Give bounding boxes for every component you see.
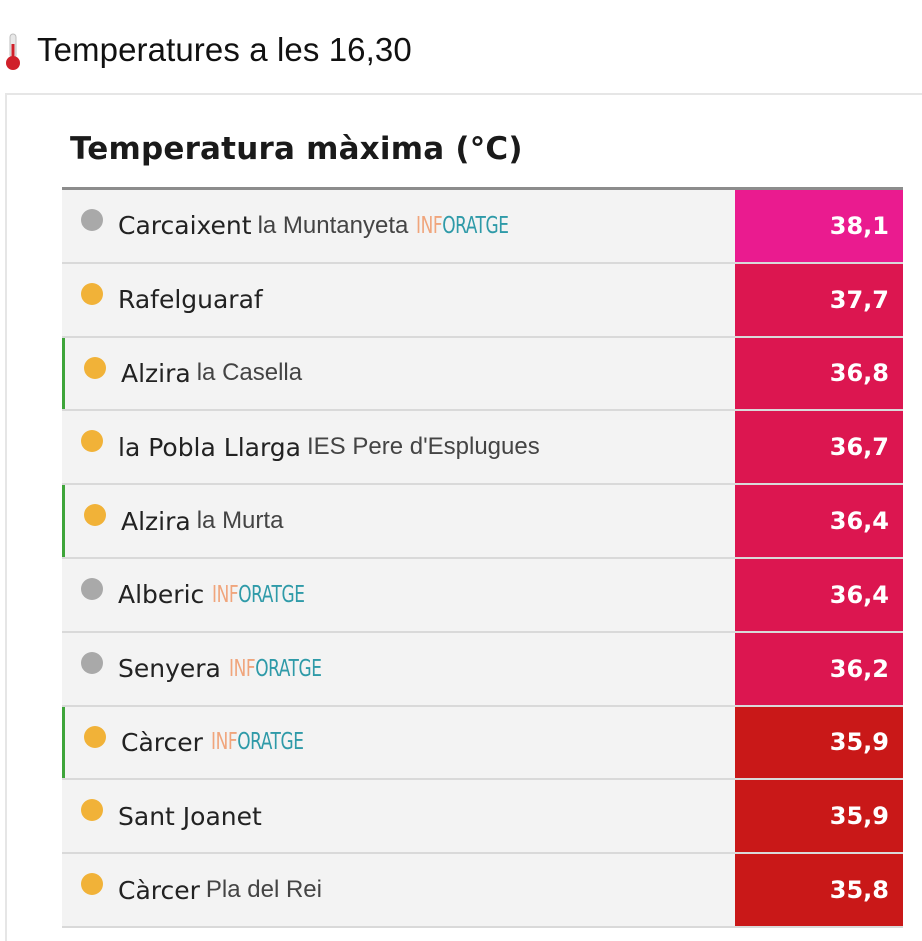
station-location: Pla del Rei [205, 876, 322, 904]
inforatge-logo: INFORATGE [211, 729, 304, 755]
temperature-value: 36,4 [735, 485, 903, 557]
station-name: Rafelguaraf [118, 285, 263, 315]
brand-part: INF [416, 212, 443, 239]
brand-part: INF [212, 581, 239, 608]
temperature-value: 35,9 [735, 780, 903, 853]
station-cell: Alzira la Murta [62, 485, 735, 557]
temperature-value: 36,2 [735, 632, 903, 705]
status-dot-icon [81, 799, 103, 822]
station-cell: la Pobla Llarga IES Pere d'Esplugues [62, 411, 735, 484]
station-location: la Murta [196, 507, 284, 535]
station-name: Alberic [118, 580, 205, 610]
table-row[interactable]: Carcaixent la Muntanyeta INFORATGE 38,1 [62, 190, 903, 264]
station-cell: Senyera INFORATGE [62, 632, 735, 705]
table-title: Temperatura màxima (°C) [70, 131, 523, 167]
temperature-value: 35,9 [735, 706, 903, 779]
table-row[interactable]: Alzira la Murta 36,4 [62, 485, 903, 559]
brand-part: INF [210, 729, 238, 756]
temperature-value: 36,8 [735, 337, 903, 410]
post-header: Temperatures a les 16,30 [0, 26, 922, 74]
status-dot-icon [84, 356, 106, 379]
station-cell: Càrcer Pla del Rei [62, 854, 735, 926]
table-row[interactable]: Rafelguaraf 37,7 [62, 263, 903, 338]
station-name: la Pobla Llarga [118, 432, 301, 462]
status-dot-icon [81, 282, 103, 305]
status-dot-icon [81, 651, 103, 674]
status-dot-icon [81, 430, 103, 453]
station-name: Carcaixent [118, 211, 252, 241]
station-cell: Alberic INFORATGE [62, 558, 735, 631]
brand-part: ORATGE [237, 729, 304, 756]
status-dot-icon [81, 209, 103, 231]
temperature-value: 36,7 [735, 411, 903, 484]
station-name: Càrcer [118, 875, 200, 905]
station-name: Senyera [118, 654, 221, 684]
table-row[interactable]: Sant Joanet 35,9 [62, 780, 903, 855]
table-row[interactable]: la Pobla Llarga IES Pere d'Esplugues 36,7 [62, 411, 903, 486]
status-dot-icon [81, 873, 103, 896]
brand-part: ORATGE [442, 212, 510, 239]
brand-part: INF [228, 655, 256, 682]
brand-part: ORATGE [238, 581, 306, 608]
station-cell: Alzira la Casella [62, 337, 735, 410]
status-dot-icon [84, 725, 106, 748]
table-row[interactable]: Càrcer INFORATGE 35,9 [62, 706, 903, 781]
temperature-value: 38,1 [735, 190, 903, 262]
table-row[interactable]: Alzira la Casella 36,8 [62, 337, 903, 412]
table-row[interactable]: Alberic INFORATGE 36,4 [62, 558, 903, 633]
brand-part: ORATGE [255, 655, 322, 682]
temperature-table: Carcaixent la Muntanyeta INFORATGE 38,1 Rafe… [62, 187, 903, 928]
thermometer-icon [2, 26, 28, 74]
post-title: Temperatures a les 16,30 [37, 31, 412, 68]
temperature-value: 36,4 [735, 558, 903, 631]
station-name: Alzira [121, 506, 191, 536]
inforatge-logo: INFORATGE [229, 656, 322, 682]
station-location: IES Pere d'Esplugues [307, 433, 540, 461]
station-name: Càrcer [121, 727, 203, 757]
station-cell: Sant Joanet [62, 780, 735, 853]
station-cell: Rafelguaraf [62, 263, 735, 336]
inforatge-logo: INFORATGE [416, 213, 509, 239]
table-row[interactable]: Càrcer Pla del Rei 35,8 [62, 854, 903, 928]
temperature-value: 37,7 [735, 263, 903, 336]
station-name: Sant Joanet [118, 801, 262, 831]
station-location: la Casella [196, 359, 303, 387]
status-dot-icon [84, 504, 106, 527]
station-name: Alzira [121, 358, 191, 388]
station-cell: Càrcer INFORATGE [62, 706, 735, 779]
status-dot-icon [81, 577, 103, 600]
table-row[interactable]: Senyera INFORATGE 36,2 [62, 632, 903, 707]
inforatge-logo: INFORATGE [212, 582, 305, 608]
station-location: la Muntanyeta [257, 211, 409, 239]
temperature-value: 35,8 [735, 854, 903, 926]
station-cell: Carcaixent la Muntanyeta INFORATGE [62, 190, 735, 262]
